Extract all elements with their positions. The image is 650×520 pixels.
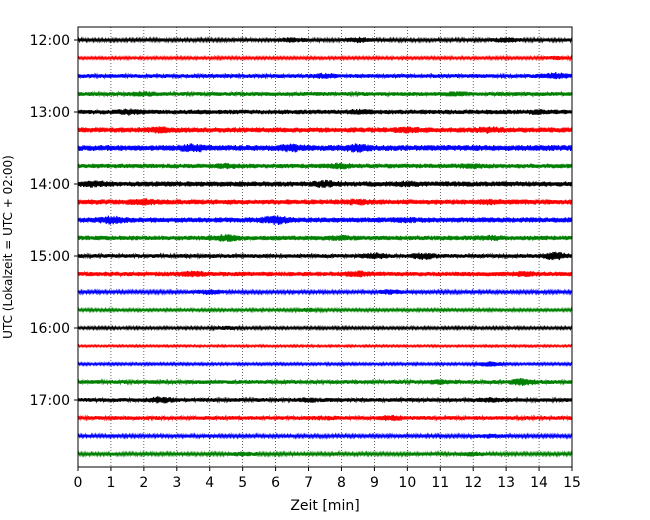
seismic-traces [77,36,573,458]
plot-frame [77,26,573,468]
x-tick-label: 10 [398,475,416,491]
x-tick-label: 8 [337,475,346,491]
x-tick-label: 1 [106,475,115,491]
trace-1530 [77,288,573,296]
trace-1215 [77,54,573,62]
trace-1615 [77,343,573,349]
x-tick-label: 14 [530,475,548,491]
trace-1230 [77,72,573,80]
trace-1515 [77,270,573,278]
x-tick-label: 7 [304,475,313,491]
trace-1400 [77,179,573,188]
y-tick-label: 12:00 [30,33,70,49]
x-tick-label: 12 [464,475,482,491]
trace-1330 [77,143,573,153]
y-axis-label: UTC (Lokalzeit = UTC + 02:00) [1,155,15,339]
x-tick-label: 13 [497,475,515,491]
trace-1500 [77,251,573,261]
x-tick-label: 11 [431,475,449,491]
trace-1730 [77,432,573,440]
y-tick-label: 17:00 [30,393,70,409]
y-tick-label: 14:00 [30,177,70,193]
y-tick-label: 13:00 [30,105,70,121]
grid-lines [110,27,540,467]
x-tick-label: 15 [563,475,581,491]
y-tick-label: 15:00 [30,249,70,265]
trace-1630 [77,360,573,368]
x-tick-label: 5 [238,475,247,491]
y-tick-label: 16:00 [30,321,70,337]
x-tick-label: 3 [172,475,181,491]
x-axis-label: Zeit [min] [290,498,359,514]
x-tick-label: 2 [139,475,148,491]
trace-1445 [77,234,573,242]
x-tick-label: 9 [370,475,379,491]
x-tick-label: 0 [74,475,83,491]
trace-1415 [77,198,573,206]
trace-1645 [77,378,573,386]
trace-1315 [77,126,573,134]
trace-1245 [77,90,573,98]
y-axis-ticks: 12:00 13:00 14:00 15:00 16:00 17:00 [30,33,78,409]
trace-1600 [77,324,573,332]
trace-1300 [77,108,573,116]
trace-1700 [77,396,573,404]
trace-1430 [77,215,573,226]
trace-1715 [77,414,573,422]
x-tick-label: 4 [205,475,214,491]
trace-1745 [77,450,573,458]
x-axis-ticks: 0 1 2 3 4 5 6 7 8 9 10 11 12 13 14 15 [74,467,581,491]
trace-1345 [77,162,573,170]
trace-1200 [77,36,573,44]
trace-1545 [77,306,573,314]
x-tick-label: 6 [271,475,280,491]
